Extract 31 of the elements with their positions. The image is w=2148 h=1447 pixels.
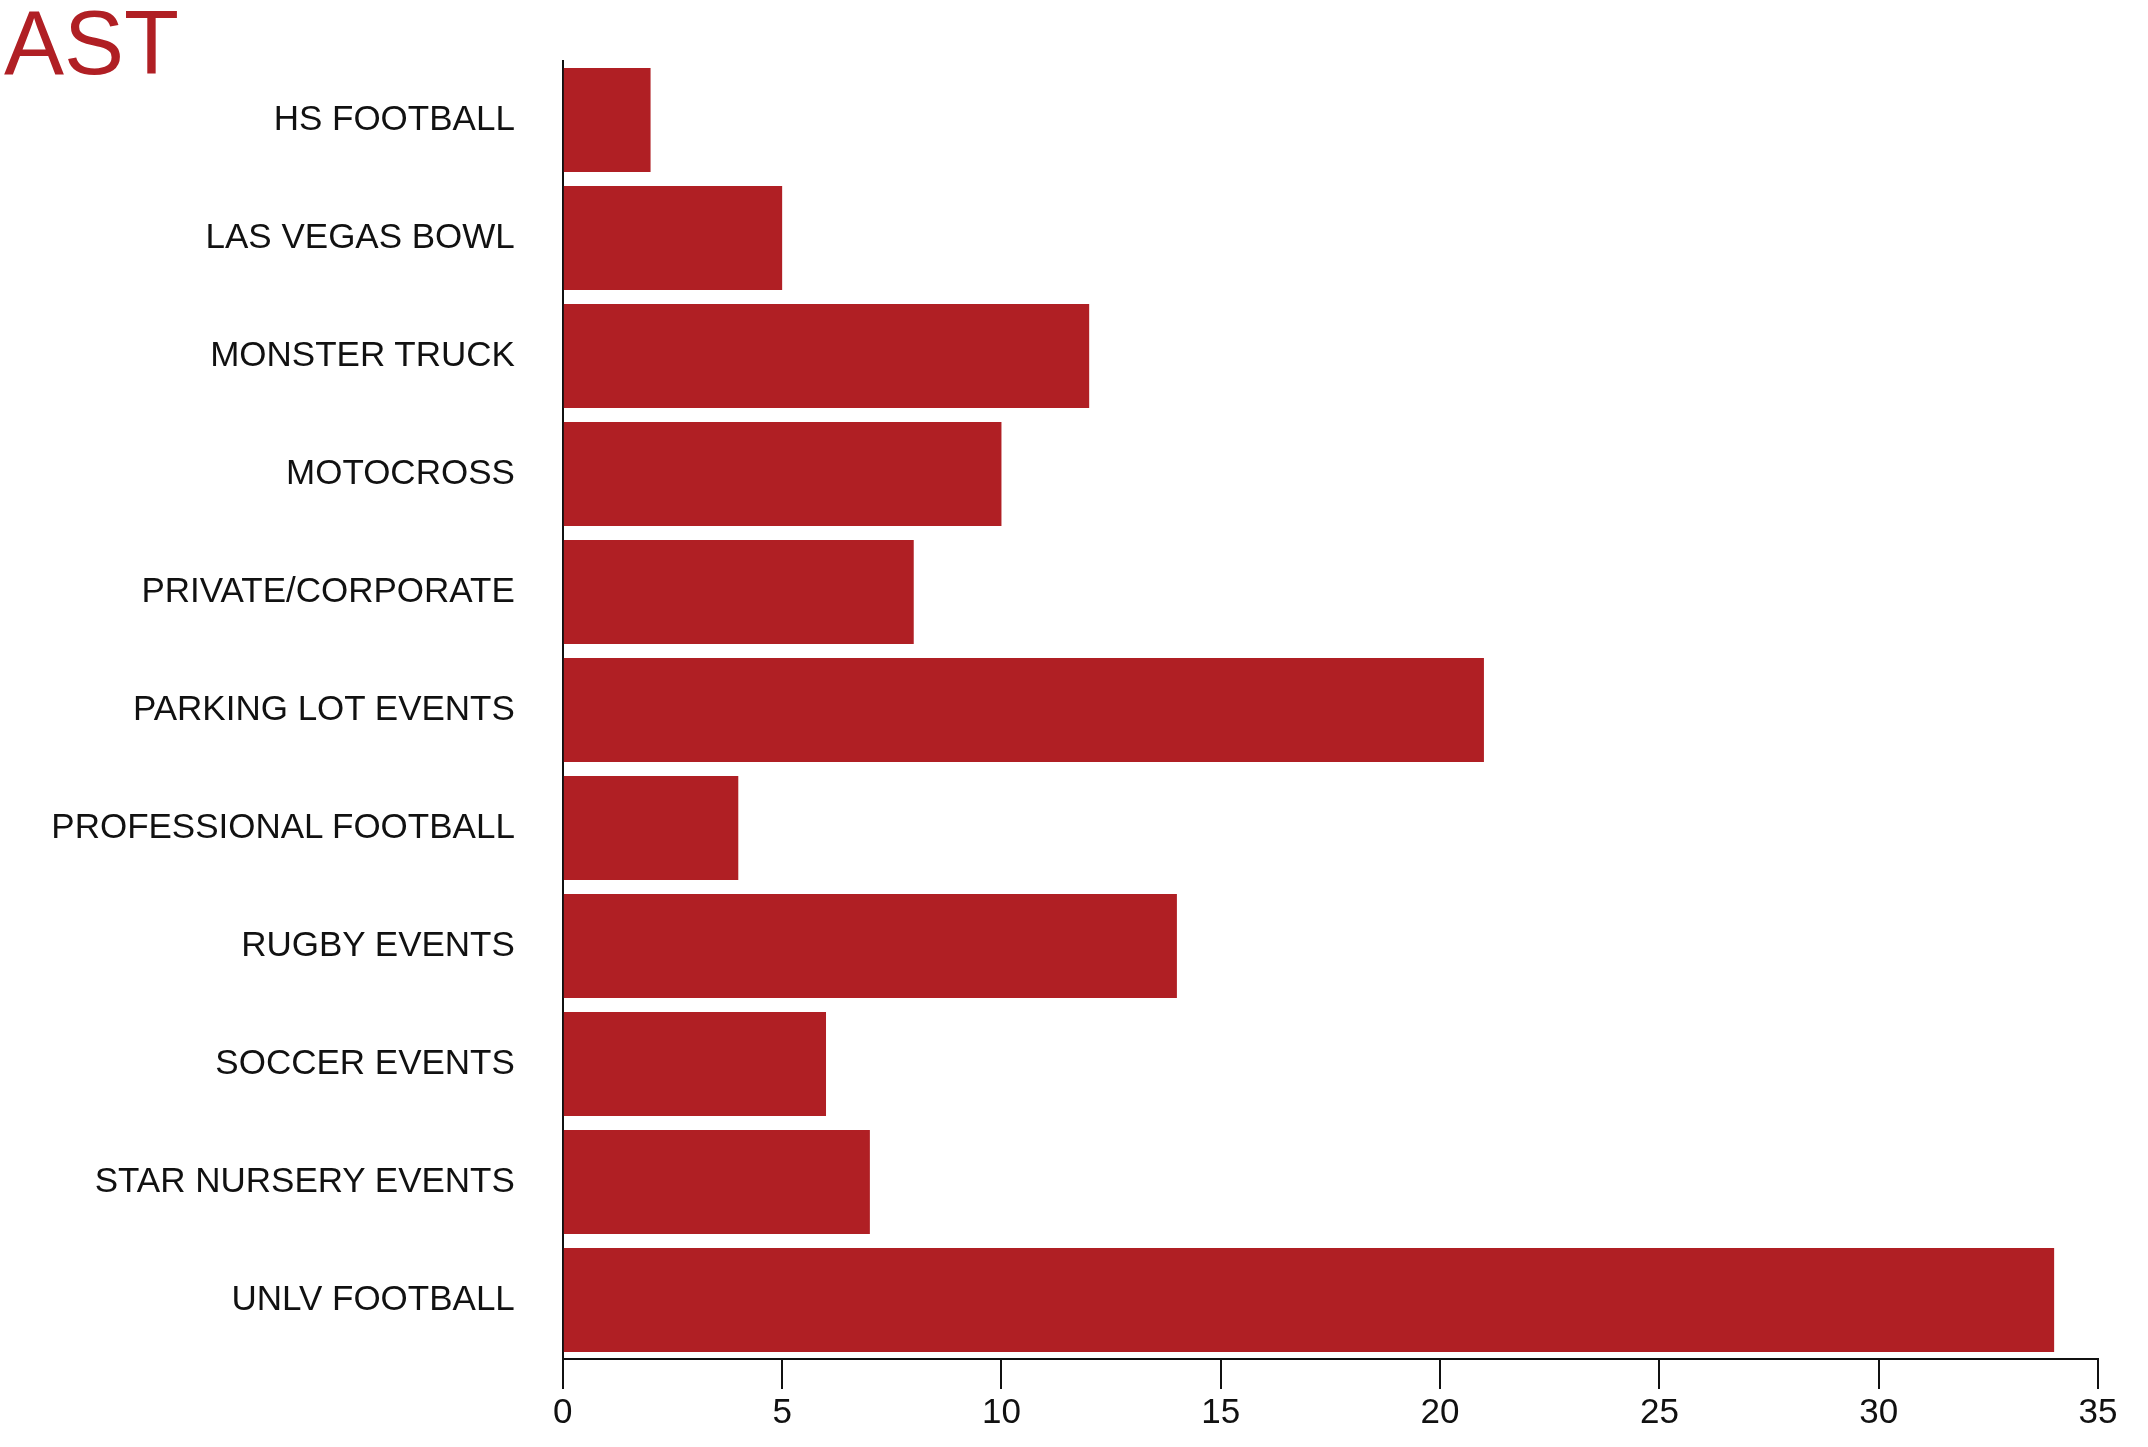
bar	[563, 1130, 870, 1234]
chart-title: AST	[4, 0, 180, 95]
y-tick-label: PRIVATE/CORPORATE	[141, 569, 515, 609]
bar	[563, 1012, 827, 1116]
y-tick-label: SOCCER EVENTS	[215, 1041, 515, 1081]
x-tick-label: 0	[553, 1390, 573, 1430]
x-tick-label: 25	[1639, 1390, 1679, 1430]
bar	[563, 304, 1090, 408]
y-tick-label: LAS VEGAS BOWL	[205, 215, 515, 255]
bar	[563, 186, 783, 290]
x-tick-label: 15	[1201, 1390, 1241, 1430]
y-tick-label: PROFESSIONAL FOOTBALL	[51, 805, 515, 845]
bar	[563, 422, 1002, 526]
bar	[563, 68, 651, 172]
y-tick-label: UNLV FOOTBALL	[231, 1277, 515, 1317]
bar	[563, 894, 1177, 998]
x-tick-label: 30	[1859, 1390, 1899, 1430]
x-tick-label: 35	[2078, 1390, 2118, 1430]
x-tick-label: 20	[1420, 1390, 1460, 1430]
y-tick-label: MOTOCROSS	[286, 451, 515, 491]
bar	[563, 776, 739, 880]
y-tick-label: HS FOOTBALL	[273, 97, 515, 137]
x-tick-label: 10	[981, 1390, 1021, 1430]
bar	[563, 658, 1484, 762]
x-tick-label: 5	[772, 1390, 792, 1430]
y-tick-label: STAR NURSERY EVENTS	[94, 1159, 515, 1199]
y-tick-label: PARKING LOT EVENTS	[132, 687, 515, 727]
bar	[563, 540, 914, 644]
y-tick-label: RUGBY EVENTS	[241, 923, 515, 963]
y-tick-label: MONSTER TRUCK	[210, 333, 515, 373]
bar	[563, 1248, 2055, 1352]
